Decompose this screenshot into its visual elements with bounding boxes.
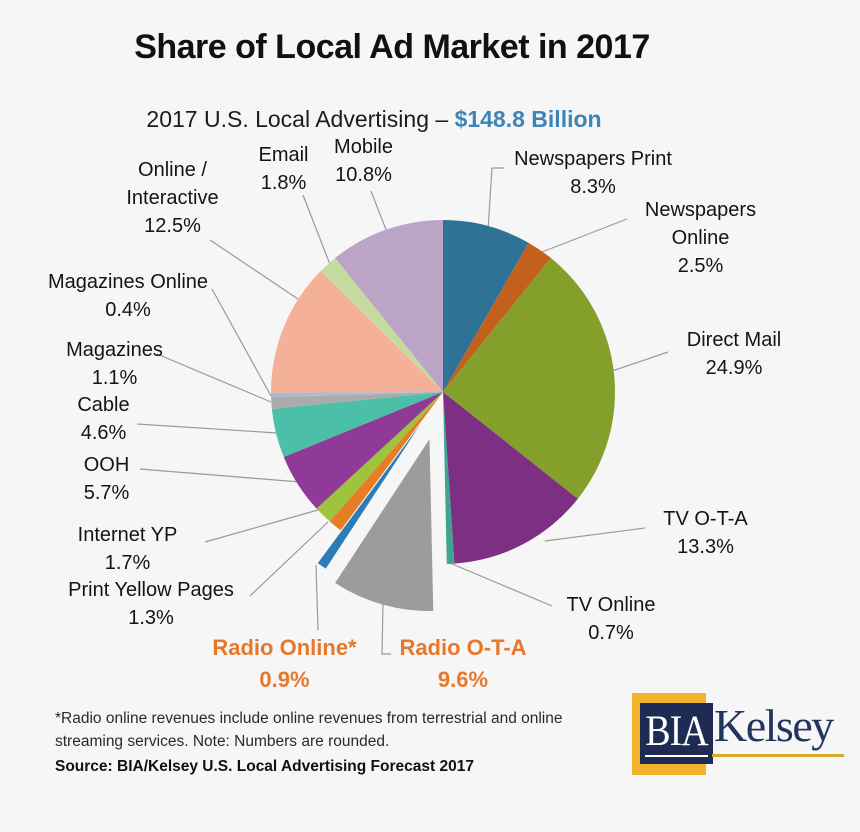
logo-bia-box: BIA — [640, 703, 713, 764]
pie-slices — [270, 220, 616, 612]
subtitle-text: 2017 U.S. Local Advertising – — [146, 106, 455, 132]
leader-internet-yp — [204, 509, 319, 543]
label-email: Email 1.8% — [231, 141, 336, 197]
label-newspapers-print: Newspapers Print 8.3% — [493, 145, 693, 201]
pie-slice-radio-o-t-a — [335, 439, 434, 612]
pie-slice-mobile — [335, 220, 443, 392]
pie-slice-cable — [271, 392, 443, 458]
label-text: Print Yellow Pages — [68, 579, 234, 601]
label-pct: 2.5% — [677, 255, 724, 277]
pie-slice-print-yellow-pages — [329, 392, 443, 531]
label-internet-yp: Internet YP 1.7% — [50, 521, 205, 577]
chart-subtitle: 2017 U.S. Local Advertising – $148.8 Bil… — [0, 106, 748, 133]
label-magazines: Magazines 1.1% — [37, 336, 192, 392]
label-online-interactive: Online / Interactive 12.5% — [90, 156, 255, 240]
label-pct: 8.3% — [570, 176, 616, 198]
pie-slice-direct-mail — [443, 258, 616, 499]
label-tv-ota: TV O-T-A 13.3% — [628, 505, 783, 561]
pie-slice-ooh — [283, 392, 443, 509]
leader-tv-online — [449, 562, 553, 607]
logo-kelsey-text: Kelsey — [714, 700, 834, 751]
leader-print-yellow-pages — [249, 521, 329, 597]
pie-slice-internet-yp — [316, 392, 443, 522]
label-newspapers-online: Newspapers Online 2.5% — [618, 196, 783, 280]
leader-newspapers-online — [541, 218, 628, 253]
label-tv-online: TV Online 0.7% — [545, 591, 677, 647]
label-pct: 1.7% — [104, 552, 151, 574]
leader-radio-ota — [381, 603, 391, 655]
label-pct: 5.7% — [83, 482, 130, 504]
pie-slice-newspapers-online — [443, 242, 551, 392]
leader-email — [302, 194, 332, 268]
label-text: Direct Mail — [686, 329, 782, 351]
pie-slice-magazines-online — [271, 392, 443, 398]
label-text: Magazines Online — [47, 271, 209, 293]
leader-radio-online — [315, 564, 319, 631]
label-pct: 4.6% — [80, 422, 127, 444]
label-mobile: Mobile 10.8% — [311, 133, 416, 189]
label-text: TV Online — [566, 594, 656, 616]
label-text: Online — [671, 227, 730, 249]
label-cable: Cable 4.6% — [51, 391, 156, 447]
label-magazines-online: Magazines Online 0.4% — [16, 268, 240, 324]
logo-bia-underline — [645, 755, 708, 757]
label-direct-mail: Direct Mail 24.9% — [648, 326, 820, 382]
label-text: Magazines — [66, 339, 163, 361]
label-pct: 10.8% — [335, 164, 392, 186]
pie-slice-email — [320, 258, 443, 392]
source-credit: Source: BIA/Kelsey U.S. Local Advertisin… — [55, 758, 474, 775]
page-title: Share of Local Ad Market in 2017 — [134, 28, 650, 66]
logo-gold-underline — [712, 754, 844, 757]
pie-slice-tv-online — [443, 392, 455, 564]
label-pct: 0.7% — [588, 622, 634, 644]
label-text: Interactive — [126, 187, 219, 209]
label-text: Cable — [77, 394, 130, 416]
leader-ooh — [139, 468, 301, 483]
label-text: OOH — [83, 454, 130, 476]
label-print-yellow-pages: Print Yellow Pages 1.3% — [40, 576, 262, 632]
leader-cable — [136, 423, 278, 434]
pie-slice-tv-o-t-a — [443, 392, 578, 564]
pie-slice-online-interactive — [270, 271, 443, 393]
logo-bia-text: BIA — [645, 706, 708, 755]
label-text: Online / — [138, 159, 207, 181]
leader-lines — [136, 167, 669, 655]
label-radio-ota: Radio O-T-A 9.6% — [377, 632, 549, 696]
label-text: Newspapers — [644, 199, 757, 221]
leader-magazines — [156, 353, 272, 403]
footnote-line: *Radio online revenues include online re… — [55, 710, 563, 727]
leader-direct-mail — [611, 351, 669, 372]
label-text: Internet YP — [77, 524, 178, 546]
pie-slice-radio-online — [317, 424, 421, 569]
label-pct: 12.5% — [144, 215, 201, 237]
label-pct: 1.8% — [260, 172, 307, 194]
leader-online-interactive — [209, 239, 302, 302]
label-text: Radio O-T-A — [399, 635, 527, 660]
footnote: *Radio online revenues include online re… — [55, 707, 635, 753]
leader-tv-ota — [544, 527, 646, 542]
label-pct: 24.9% — [705, 357, 763, 379]
label-text: Mobile — [334, 136, 393, 158]
label-pct: 13.3% — [677, 536, 734, 558]
leader-magazines-online — [211, 288, 272, 397]
label-text: Radio Online* — [212, 635, 357, 660]
label-text: TV O-T-A — [663, 508, 748, 530]
footnote-line: streaming services. Note: Numbers are ro… — [55, 733, 390, 750]
label-text: Newspapers Print — [514, 148, 672, 170]
pie-slice-newspapers-print — [443, 220, 529, 392]
label-pct: 9.6% — [437, 667, 489, 692]
label-radio-online: Radio Online* 0.9% — [192, 632, 377, 696]
label-pct: 1.1% — [91, 367, 138, 389]
label-text: Email — [258, 144, 309, 166]
label-pct: 1.3% — [128, 607, 174, 629]
bia-kelsey-logo: BIA Kelsey — [628, 690, 850, 782]
leader-newspapers-print — [487, 167, 504, 231]
pie-slice-magazines — [271, 392, 443, 409]
subtitle-amount: $148.8 Billion — [454, 106, 602, 132]
label-ooh: OOH 5.7% — [54, 451, 159, 507]
label-pct: 0.9% — [259, 667, 310, 692]
label-pct: 0.4% — [105, 299, 151, 321]
